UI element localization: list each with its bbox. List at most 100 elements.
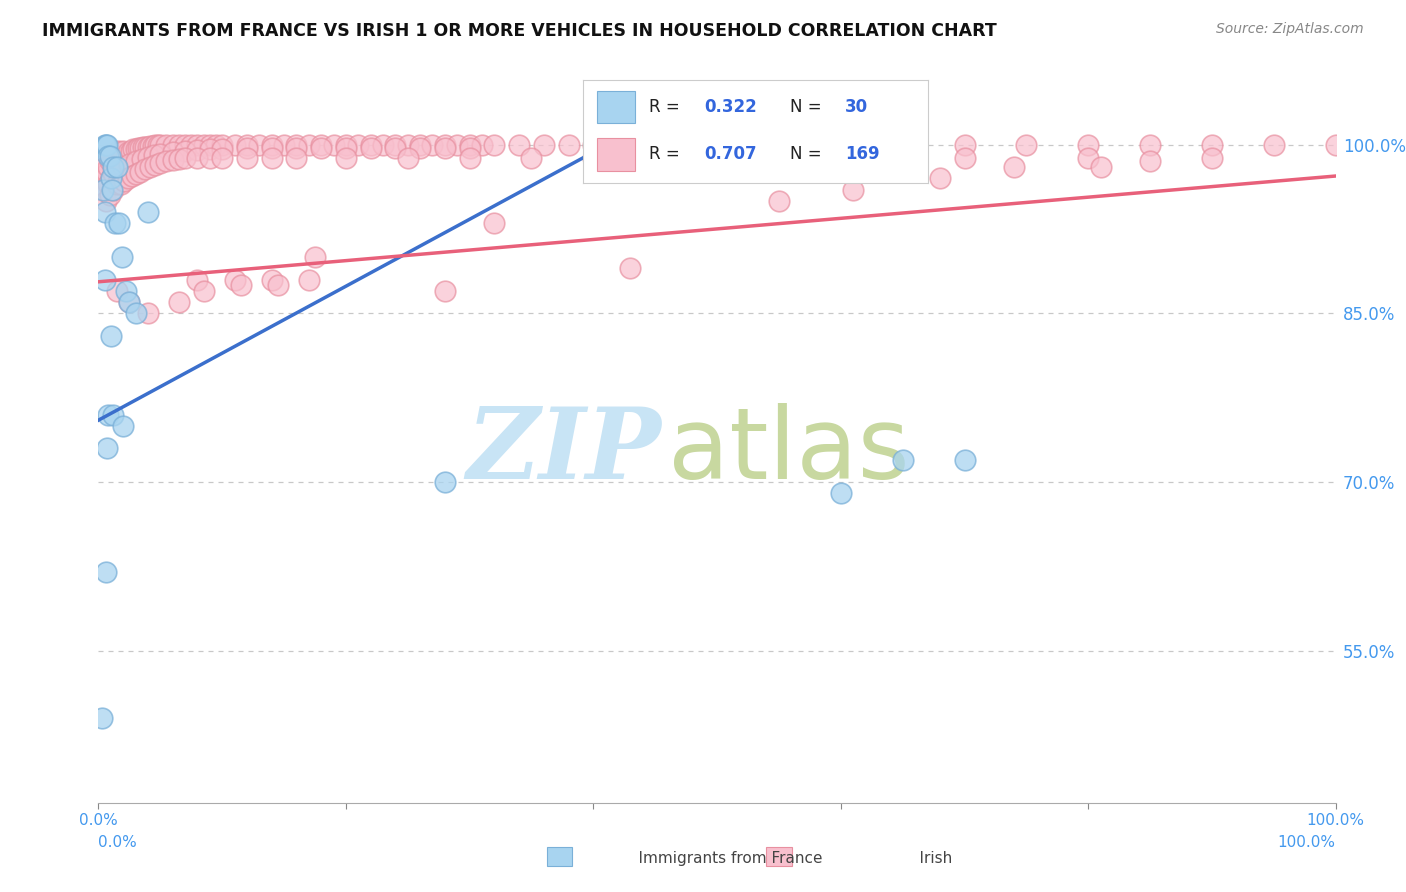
Point: [508, 137, 530, 152]
Point: [198, 142, 221, 156]
Point: [131, 152, 153, 166]
Point: [136, 205, 159, 219]
Point: [731, 137, 754, 152]
Point: [273, 137, 295, 152]
Point: [101, 182, 124, 196]
Point: [103, 166, 125, 180]
Point: [97, 149, 120, 163]
Point: [93, 182, 115, 196]
Point: [458, 151, 481, 165]
Point: [458, 141, 481, 155]
Point: [110, 146, 132, 161]
Point: [304, 250, 326, 264]
Point: [236, 141, 259, 155]
Point: [105, 177, 128, 191]
Point: [139, 138, 162, 153]
Point: [117, 145, 139, 160]
Text: 0.322: 0.322: [704, 98, 756, 116]
Point: [322, 137, 344, 152]
Point: [155, 137, 177, 152]
Point: [1324, 137, 1347, 152]
Point: [1077, 137, 1099, 152]
Point: [371, 137, 394, 152]
Point: [1002, 160, 1025, 174]
Point: [830, 151, 852, 165]
Point: [396, 151, 419, 165]
Point: [134, 162, 156, 177]
Point: [94, 171, 117, 186]
Point: [780, 137, 803, 152]
Text: ZIP: ZIP: [467, 403, 661, 500]
Point: [211, 142, 233, 156]
Point: [93, 272, 115, 286]
Point: [582, 137, 605, 152]
Point: [186, 272, 208, 286]
Point: [114, 149, 136, 163]
Point: [162, 145, 184, 160]
Point: [124, 154, 146, 169]
Point: [105, 162, 128, 177]
Point: [103, 160, 125, 174]
Point: [285, 137, 308, 152]
Text: Immigrants from France: Immigrants from France: [619, 851, 823, 865]
Point: [706, 137, 728, 152]
Point: [335, 151, 357, 165]
Point: [97, 408, 120, 422]
Point: [891, 151, 914, 165]
Point: [174, 151, 197, 165]
Point: [103, 408, 125, 422]
Point: [198, 137, 221, 152]
Point: [433, 141, 456, 155]
Point: [98, 188, 121, 202]
Bar: [766, 847, 792, 865]
Point: [149, 146, 172, 161]
Point: [360, 141, 382, 155]
Point: [631, 137, 654, 152]
Point: [471, 137, 494, 152]
Point: [260, 272, 283, 286]
Point: [1077, 151, 1099, 165]
Point: [112, 160, 135, 174]
Point: [107, 145, 129, 159]
Point: [149, 155, 172, 169]
Point: [953, 151, 976, 165]
Point: [1201, 151, 1223, 165]
Point: [953, 137, 976, 152]
Point: [136, 306, 159, 320]
Point: [298, 272, 321, 286]
Point: [129, 164, 152, 178]
Point: [891, 452, 914, 467]
Point: [1139, 137, 1161, 152]
Point: [309, 141, 332, 155]
Point: [260, 141, 283, 155]
Point: [111, 145, 134, 160]
Point: [193, 284, 215, 298]
Text: 30: 30: [845, 98, 869, 116]
Point: [108, 216, 131, 230]
Point: [93, 160, 115, 174]
Point: [409, 141, 432, 155]
Point: [146, 137, 169, 152]
Point: [681, 137, 703, 152]
Point: [180, 137, 202, 152]
Point: [657, 137, 679, 152]
Text: Irish: Irish: [900, 851, 952, 865]
Bar: [547, 847, 572, 865]
Point: [174, 145, 197, 159]
Point: [98, 154, 121, 169]
Point: [557, 137, 579, 152]
Point: [103, 216, 125, 230]
Point: [100, 171, 122, 186]
Point: [127, 141, 149, 155]
Point: [211, 151, 233, 165]
Point: [117, 171, 139, 186]
Point: [100, 171, 122, 186]
Point: [94, 565, 117, 579]
Point: [104, 146, 127, 161]
Point: [93, 182, 115, 196]
Bar: [598, 91, 636, 123]
Point: [142, 138, 165, 153]
Point: [1263, 137, 1285, 152]
Point: [143, 147, 166, 161]
Point: [108, 149, 131, 163]
